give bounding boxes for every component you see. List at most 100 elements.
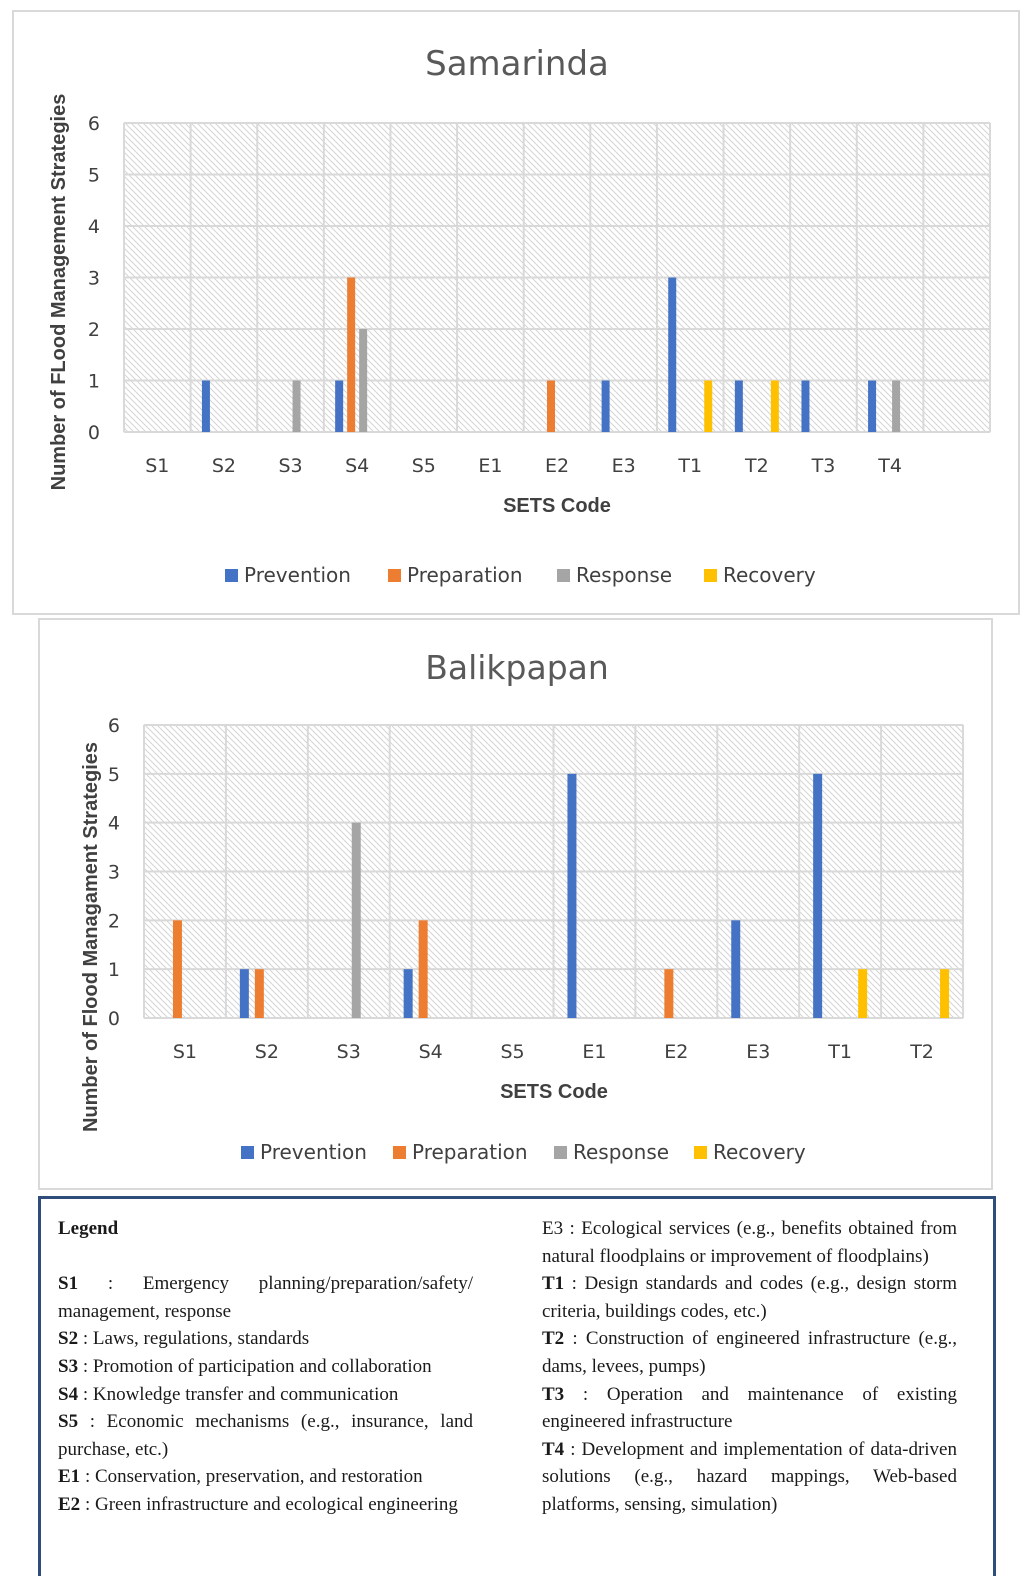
bar-prevention-t3 bbox=[801, 380, 810, 432]
legend-code: S2 bbox=[58, 1328, 79, 1350]
legend-separator: : bbox=[78, 1355, 93, 1377]
legend-swatch-prevention bbox=[241, 1146, 254, 1159]
bar-prevention-e1 bbox=[567, 773, 577, 1018]
samarinda-chart: 0 1 2 3 4 5 6 S1 S2 S3 S4 S5 E1 E2 E3 T1 T2 T3 T4 Samarinda… bbox=[48, 44, 991, 587]
legend-description: Economic mechanisms (e.g., insurance, la… bbox=[58, 1411, 474, 1460]
bar-response-s3 bbox=[292, 380, 301, 432]
legend-separator: : bbox=[78, 1273, 143, 1295]
bar-prevention-s4 bbox=[403, 969, 413, 1018]
x-tick-label: S4 bbox=[419, 1041, 443, 1063]
legend-separator: : bbox=[80, 1493, 95, 1515]
y-tick-label: 3 bbox=[88, 268, 100, 290]
legend-entry-s2: S2 : Laws, regulations, standards bbox=[58, 1325, 473, 1353]
y-tick-label: 4 bbox=[108, 813, 120, 835]
legend-entry-e1: E1 : Conservation, preservation, and res… bbox=[58, 1463, 473, 1491]
legend-separator: : bbox=[78, 1383, 93, 1405]
legend-code: E3 bbox=[542, 1218, 564, 1239]
x-tick-label: S3 bbox=[337, 1041, 361, 1063]
x-tick-label: T1 bbox=[677, 455, 702, 477]
legend-separator: : bbox=[564, 1383, 607, 1405]
y-tick-label: 6 bbox=[108, 715, 120, 737]
y-axis-title: Number of FLood Management Strategies bbox=[48, 94, 70, 491]
x-tick-label: T3 bbox=[811, 455, 836, 477]
series-legend: Prevention Preparation Response Recovery bbox=[241, 1140, 806, 1164]
bar-recovery-t2 bbox=[770, 380, 779, 432]
legend-swatch-response bbox=[554, 1146, 567, 1159]
legend-separator: : bbox=[564, 1328, 586, 1350]
x-tick-label: T4 bbox=[877, 455, 902, 477]
legend-left-column: Legend S1 : Emergency planning/preparati… bbox=[58, 1215, 473, 1519]
legend-title: Legend bbox=[58, 1218, 119, 1239]
legend-description: Development and implementation of data-d… bbox=[542, 1438, 957, 1515]
legend-separator: : bbox=[564, 1273, 585, 1295]
legend-swatch-preparation bbox=[393, 1146, 406, 1159]
x-axis-title: SETS Code bbox=[503, 495, 611, 517]
balikpapan-chart: 0 1 2 3 4 5 6 S1 S2 S3 S4 S5 E1 E2 E3 T1 T2 Balikpapan SET… bbox=[80, 648, 964, 1164]
legend-swatch-prevention bbox=[225, 569, 238, 582]
legend-description: Ecological services (e.g., benefits obta… bbox=[542, 1218, 957, 1267]
bar-response-s4 bbox=[359, 329, 368, 432]
x-tick-label: E2 bbox=[545, 455, 569, 477]
legend-description: Construction of engineered infrastructur… bbox=[542, 1328, 957, 1377]
x-tick-label: S5 bbox=[500, 1041, 524, 1063]
bar-prevention-s2 bbox=[239, 969, 249, 1018]
legend-code: S5 bbox=[58, 1411, 79, 1433]
bar-preparation-e2 bbox=[664, 969, 674, 1018]
x-tick-label: S2 bbox=[255, 1041, 279, 1063]
legend-code: S4 bbox=[58, 1383, 79, 1405]
legend-label-preparation: Preparation bbox=[407, 563, 523, 587]
x-tick-label: T2 bbox=[744, 455, 769, 477]
bar-recovery-t1 bbox=[858, 969, 868, 1018]
legend-label-recovery: Recovery bbox=[713, 1140, 806, 1164]
bar-prevention-t1 bbox=[813, 773, 823, 1018]
sets-code-legend: Legend S1 : Emergency planning/preparati… bbox=[38, 1196, 996, 1576]
legend-entry-t2: T2 : Construction of engineered infrastr… bbox=[542, 1325, 957, 1380]
x-tick-label: E3 bbox=[746, 1041, 770, 1063]
legend-swatch-recovery bbox=[694, 1146, 707, 1159]
x-tick-label: S2 bbox=[212, 455, 236, 477]
legend-description: Conservation, preservation, and restorat… bbox=[94, 1466, 423, 1488]
bar-prevention-t2 bbox=[734, 380, 743, 432]
legend-label-response: Response bbox=[573, 1140, 669, 1164]
bar-preparation-s4 bbox=[418, 920, 428, 1018]
chart-title: Samarinda bbox=[425, 44, 609, 84]
y-tick-label: 0 bbox=[108, 1008, 120, 1030]
bar-preparation-e2 bbox=[547, 380, 555, 432]
legend-code: T3 bbox=[542, 1383, 565, 1405]
bar-prevention-e3 bbox=[731, 920, 741, 1018]
y-tick-label: 1 bbox=[108, 959, 120, 981]
legend-description: Design standards and codes (e.g., design… bbox=[542, 1273, 957, 1322]
legend-code: S3 bbox=[58, 1355, 79, 1377]
legend-label-recovery: Recovery bbox=[723, 563, 816, 587]
legend-separator: : bbox=[564, 1438, 582, 1460]
x-tick-label: S4 bbox=[345, 455, 369, 477]
bar-preparation-s4 bbox=[347, 277, 356, 432]
bar-prevention-t1 bbox=[668, 277, 677, 432]
series-legend: Prevention Preparation Response Recovery bbox=[225, 563, 816, 587]
x-tick-label: T1 bbox=[827, 1041, 852, 1063]
legend-label-prevention: Prevention bbox=[260, 1140, 367, 1164]
legend-swatch-preparation bbox=[388, 569, 401, 582]
legend-description: Promotion of participation and collabora… bbox=[92, 1355, 432, 1377]
legend-description: Knowledge transfer and communication bbox=[92, 1383, 399, 1405]
legend-swatch-recovery bbox=[704, 569, 717, 582]
bar-preparation-s2 bbox=[254, 969, 264, 1018]
chart-title: Balikpapan bbox=[425, 648, 609, 687]
bar-recovery-t2 bbox=[940, 969, 950, 1018]
samarinda-chart-panel: 0 1 2 3 4 5 6 S1 S2 S3 S4 S5 E1 E2 E3 T1 T2 T3 T4 Samarinda… bbox=[12, 10, 1020, 615]
x-tick-label: S1 bbox=[173, 1041, 197, 1063]
y-tick-label: 2 bbox=[88, 319, 100, 341]
legend-description: Laws, regulations, standards bbox=[92, 1328, 310, 1350]
y-tick-label: 5 bbox=[88, 165, 100, 187]
legend-label-response: Response bbox=[576, 563, 672, 587]
bar-response-s3 bbox=[351, 822, 361, 1018]
x-tick-label: S3 bbox=[278, 455, 302, 477]
y-tick-label: 2 bbox=[108, 910, 120, 932]
x-axis-title: SETS Code bbox=[500, 1081, 608, 1103]
balikpapan-chart-panel: 0 1 2 3 4 5 6 S1 S2 S3 S4 S5 E1 E2 E3 T1 T2 Balikpapan SET… bbox=[38, 618, 993, 1190]
legend-label-prevention: Prevention bbox=[244, 563, 351, 587]
x-tick-label: E1 bbox=[478, 455, 502, 477]
legend-description: Emergency planning/preparation/safety/ m… bbox=[58, 1273, 474, 1322]
bar-response-t4 bbox=[892, 380, 901, 432]
y-axis-title: Number of Flood Managament Strategies bbox=[80, 742, 102, 1132]
